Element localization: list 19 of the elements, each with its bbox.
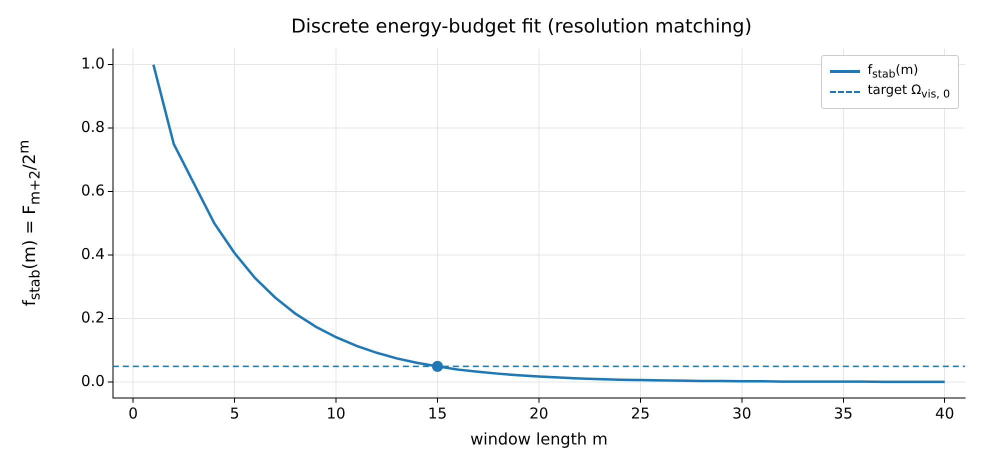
x-axis-title: window length m — [470, 430, 608, 449]
chart-title: Discrete energy-budget fit (resolution matching) — [291, 15, 752, 38]
y-tick-label: 0.0 — [80, 372, 105, 390]
y-tick-label: 0.2 — [80, 308, 105, 326]
legend-label: f$_{stab}$(m) — [868, 62, 918, 80]
x-tick-label: 30 — [732, 404, 752, 423]
x-tick-label: 40 — [935, 404, 954, 423]
x-tick-label: 10 — [326, 404, 346, 423]
x-tick-label: 5 — [230, 404, 240, 423]
y-tick-label: 0.8 — [80, 118, 105, 136]
y-tick-label: 0.4 — [80, 244, 105, 263]
x-tick-label: 0 — [128, 404, 138, 423]
y-tick-label: 1.0 — [80, 54, 105, 73]
x-tick-label: 20 — [529, 404, 548, 423]
x-tick-label: 25 — [630, 404, 650, 423]
x-tick-label: 15 — [428, 404, 448, 423]
legend-label: target Ω$_{vis, 0}$ — [868, 83, 950, 101]
x-tick-label: 35 — [834, 404, 853, 423]
y-tick-label: 0.6 — [80, 181, 105, 200]
